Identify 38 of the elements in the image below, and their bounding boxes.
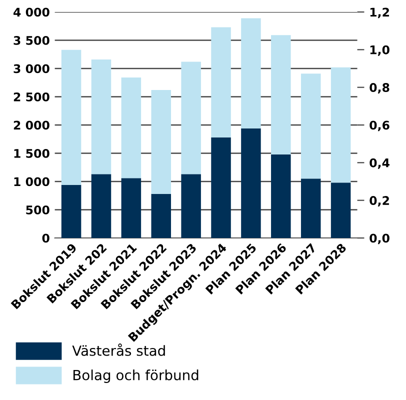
bar: [121, 78, 142, 178]
bar: [61, 184, 82, 238]
bar: [241, 18, 261, 128]
bar: [330, 67, 351, 183]
y2-tick-label: 1,0: [370, 45, 390, 56]
y-tick-label: 3 500: [14, 36, 50, 45]
bar: [91, 59, 112, 174]
y-tick-label: 4 000: [14, 8, 50, 17]
y-tick-label: 3 000: [14, 64, 50, 74]
y-tick-label: 1 500: [14, 148, 50, 158]
bar: [211, 27, 231, 138]
bar: [121, 178, 142, 238]
y-tick-label: 1 000: [14, 177, 50, 186]
y2-tick-label: 1,2: [370, 8, 389, 18]
y-tick-label: 0: [42, 234, 50, 243]
y-tick-label: 500: [26, 205, 50, 214]
bar: [241, 128, 261, 238]
bar: [300, 74, 321, 179]
bar: [211, 137, 231, 238]
legend-label: Västerås stad: [72, 344, 165, 356]
bar: [300, 178, 321, 238]
y2-tick-label: 0,2: [370, 196, 389, 206]
y2-tick-label: 0,4: [370, 158, 390, 169]
y2-tick-label: 0,8: [370, 83, 390, 94]
bar: [271, 35, 291, 154]
y-tick-label: 2 000: [14, 120, 50, 130]
bar: [61, 50, 82, 185]
y2-tick-label: 0,6: [370, 120, 390, 132]
bar: [271, 154, 291, 238]
bar: [181, 174, 201, 238]
bar: [330, 182, 351, 238]
y-tick-label: 2 500: [14, 92, 50, 102]
bar: [181, 62, 201, 174]
y2-tick-label: 0,0: [370, 234, 390, 244]
bar: [91, 174, 112, 238]
bar: [151, 90, 172, 194]
bar: [151, 194, 172, 238]
legend-label: Bolag och förbund: [73, 370, 198, 383]
